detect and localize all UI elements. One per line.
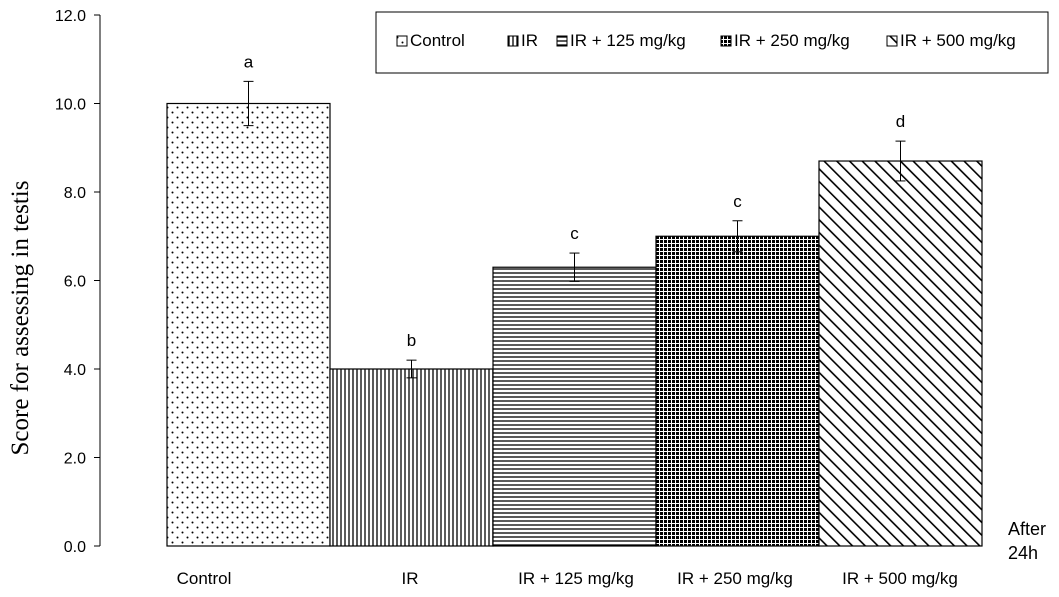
bar xyxy=(166,102,331,547)
y-tick-label: 8.0 xyxy=(64,185,86,202)
legend-swatch xyxy=(556,35,568,47)
legend-swatch xyxy=(720,35,732,47)
x-category-label: Control xyxy=(177,569,232,588)
x-category-label: IR + 250 mg/kg xyxy=(677,569,793,588)
bar xyxy=(329,368,494,547)
legend-swatch xyxy=(396,35,408,47)
bar xyxy=(492,266,657,547)
y-tick-label: 4.0 xyxy=(64,362,86,379)
bar xyxy=(818,160,983,547)
y-tick-label: 10.0 xyxy=(55,97,86,114)
significance-letter: c xyxy=(733,192,742,211)
significance-letter: a xyxy=(244,52,254,71)
bar xyxy=(655,235,820,547)
bars xyxy=(166,102,983,547)
y-axis-title: Score for assessing in testis xyxy=(7,181,34,456)
y-tick-label: 12.0 xyxy=(55,8,86,25)
y-tick-label: 2.0 xyxy=(64,451,86,468)
legend: Control IR IR + 125 mg/kg IR + 250 mg/kg IR … xyxy=(375,11,1049,74)
y-tick-label: 0.0 xyxy=(64,539,86,556)
x-category-label: IR xyxy=(402,569,419,588)
legend-box xyxy=(375,11,1049,74)
x-suffix-label-line1: After xyxy=(1008,519,1046,539)
legend-label: IR + 250 mg/kg xyxy=(734,31,850,50)
y-ticks: 0.0 2.0 4.0 6.0 8.0 10.0 12.0 xyxy=(55,8,100,556)
legend-label: IR + 500 mg/kg xyxy=(900,31,1016,50)
significance-letter: b xyxy=(407,331,416,350)
significance-letter: c xyxy=(570,224,579,243)
legend-label: IR xyxy=(521,31,538,50)
significance-letters: a b c c d xyxy=(244,52,905,350)
legend-swatch xyxy=(886,35,898,47)
legend-swatch xyxy=(507,35,519,47)
y-tick-label: 6.0 xyxy=(64,274,86,291)
x-category-labels: Control IR IR + 125 mg/kg IR + 250 mg/kg IR … xyxy=(177,569,958,588)
legend-label: Control xyxy=(410,31,465,50)
x-category-label: IR + 500 mg/kg xyxy=(842,569,958,588)
significance-letter: d xyxy=(896,112,905,131)
x-category-label: IR + 125 mg/kg xyxy=(518,569,634,588)
x-suffix-label-line2: 24h xyxy=(1008,543,1038,563)
legend-label: IR + 125 mg/kg xyxy=(570,31,686,50)
error-bars xyxy=(243,80,906,379)
